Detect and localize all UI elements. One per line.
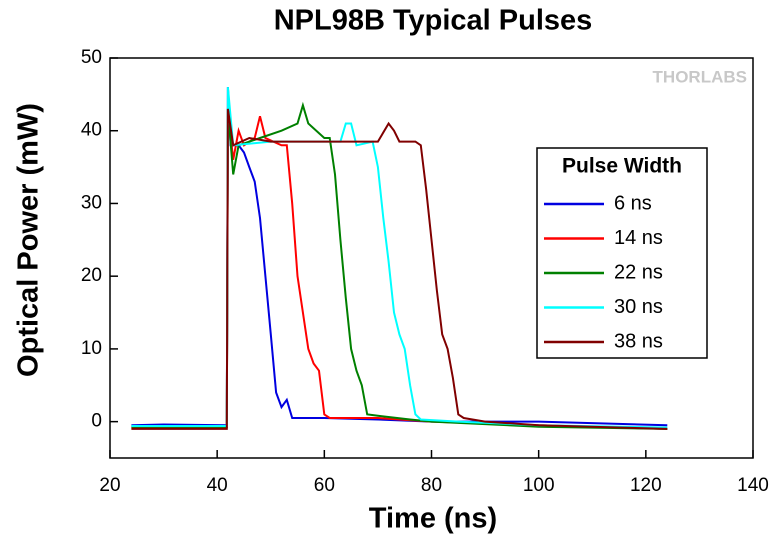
y-tick-label: 10 bbox=[81, 338, 102, 359]
legend-label: 30 ns bbox=[614, 296, 663, 318]
legend-title: Pulse Width bbox=[562, 155, 682, 178]
y-tick-label: 20 bbox=[81, 265, 102, 286]
x-tick-label: 140 bbox=[737, 475, 769, 496]
x-tick-label: 20 bbox=[99, 475, 120, 496]
x-tick-label: 100 bbox=[523, 475, 555, 496]
legend-label: 38 ns bbox=[614, 330, 663, 352]
legend-label: 6 ns bbox=[614, 192, 652, 214]
x-axis-label: Time (ns) bbox=[369, 503, 497, 535]
series-line bbox=[131, 101, 668, 430]
chart-title: NPL98B Typical Pulses bbox=[274, 5, 593, 37]
plot-frame bbox=[109, 57, 754, 459]
watermark: THORLABS bbox=[653, 67, 747, 86]
y-tick-label: 50 bbox=[81, 47, 102, 68]
legend-label: 14 ns bbox=[614, 227, 663, 249]
y-axis-label: Optical Power (mW) bbox=[13, 103, 45, 377]
x-tick-label: 120 bbox=[630, 475, 662, 496]
y-tick-label: 30 bbox=[81, 192, 102, 213]
legend-box bbox=[536, 147, 708, 359]
y-tick-label: 0 bbox=[91, 411, 102, 432]
x-tick-label: 80 bbox=[421, 475, 442, 496]
x-tick-label: 40 bbox=[207, 475, 228, 496]
series-line bbox=[131, 108, 668, 430]
x-tick-label: 60 bbox=[314, 475, 335, 496]
legend-label: 22 ns bbox=[614, 261, 663, 283]
y-tick-label: 40 bbox=[81, 120, 102, 141]
